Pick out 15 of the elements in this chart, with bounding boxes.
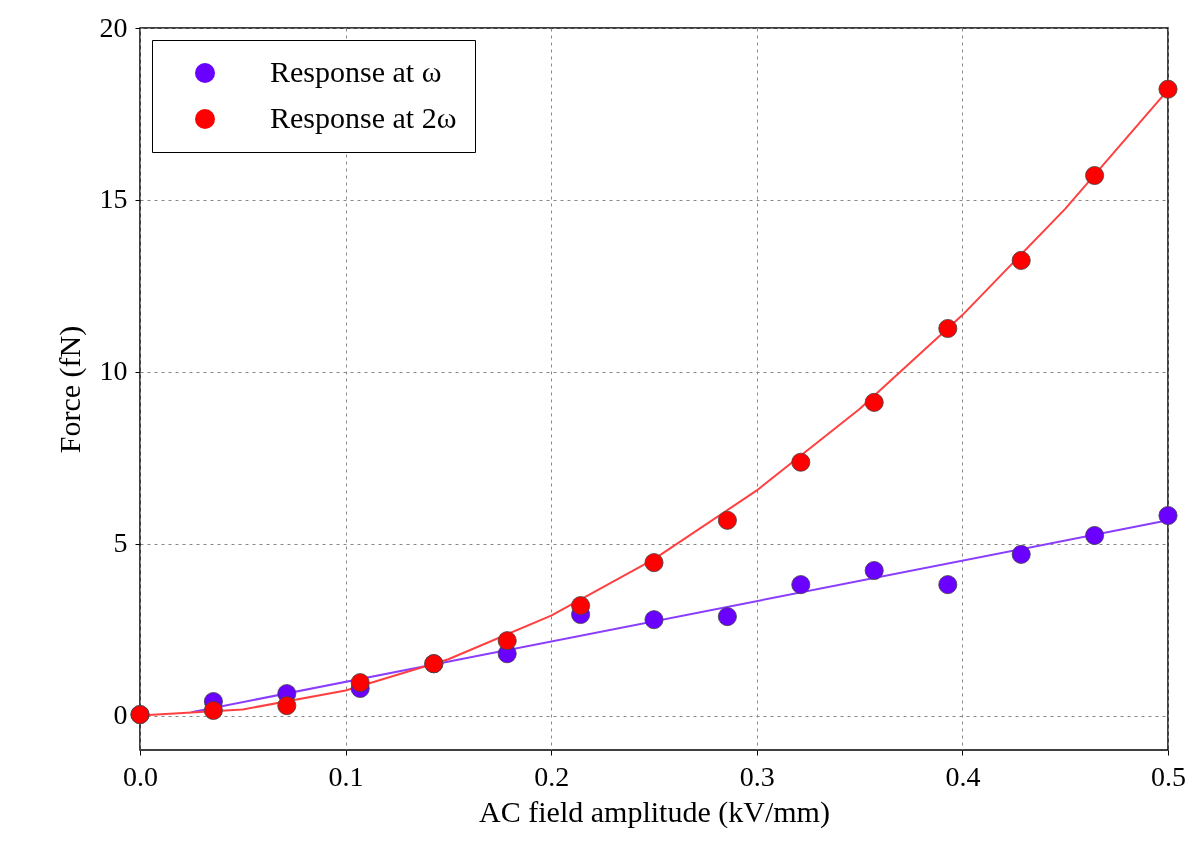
x-tick-label: 0.1 bbox=[328, 760, 364, 792]
y-axis-title: Force (fN) bbox=[52, 325, 87, 454]
y-tick-label: 5 bbox=[113, 527, 128, 559]
x-tick-label: 0.2 bbox=[534, 760, 570, 792]
y-tick-label: 10 bbox=[99, 355, 128, 387]
y-tick-label: 0 bbox=[113, 699, 128, 731]
x-axis-title: AC field amplitude (kV/mm) bbox=[479, 794, 830, 829]
x-tick-label: 0.0 bbox=[123, 760, 158, 792]
y-tick-label: 15 bbox=[99, 183, 128, 215]
y-tick-label: 20 bbox=[99, 11, 128, 43]
x-tick-label: 0.5 bbox=[1151, 760, 1186, 792]
legend-label: Response at 2ω bbox=[270, 101, 457, 134]
x-tick-label: 0.3 bbox=[739, 760, 775, 792]
legend-label: Response at ω bbox=[270, 55, 442, 88]
x-tick-label: 0.4 bbox=[945, 760, 981, 792]
